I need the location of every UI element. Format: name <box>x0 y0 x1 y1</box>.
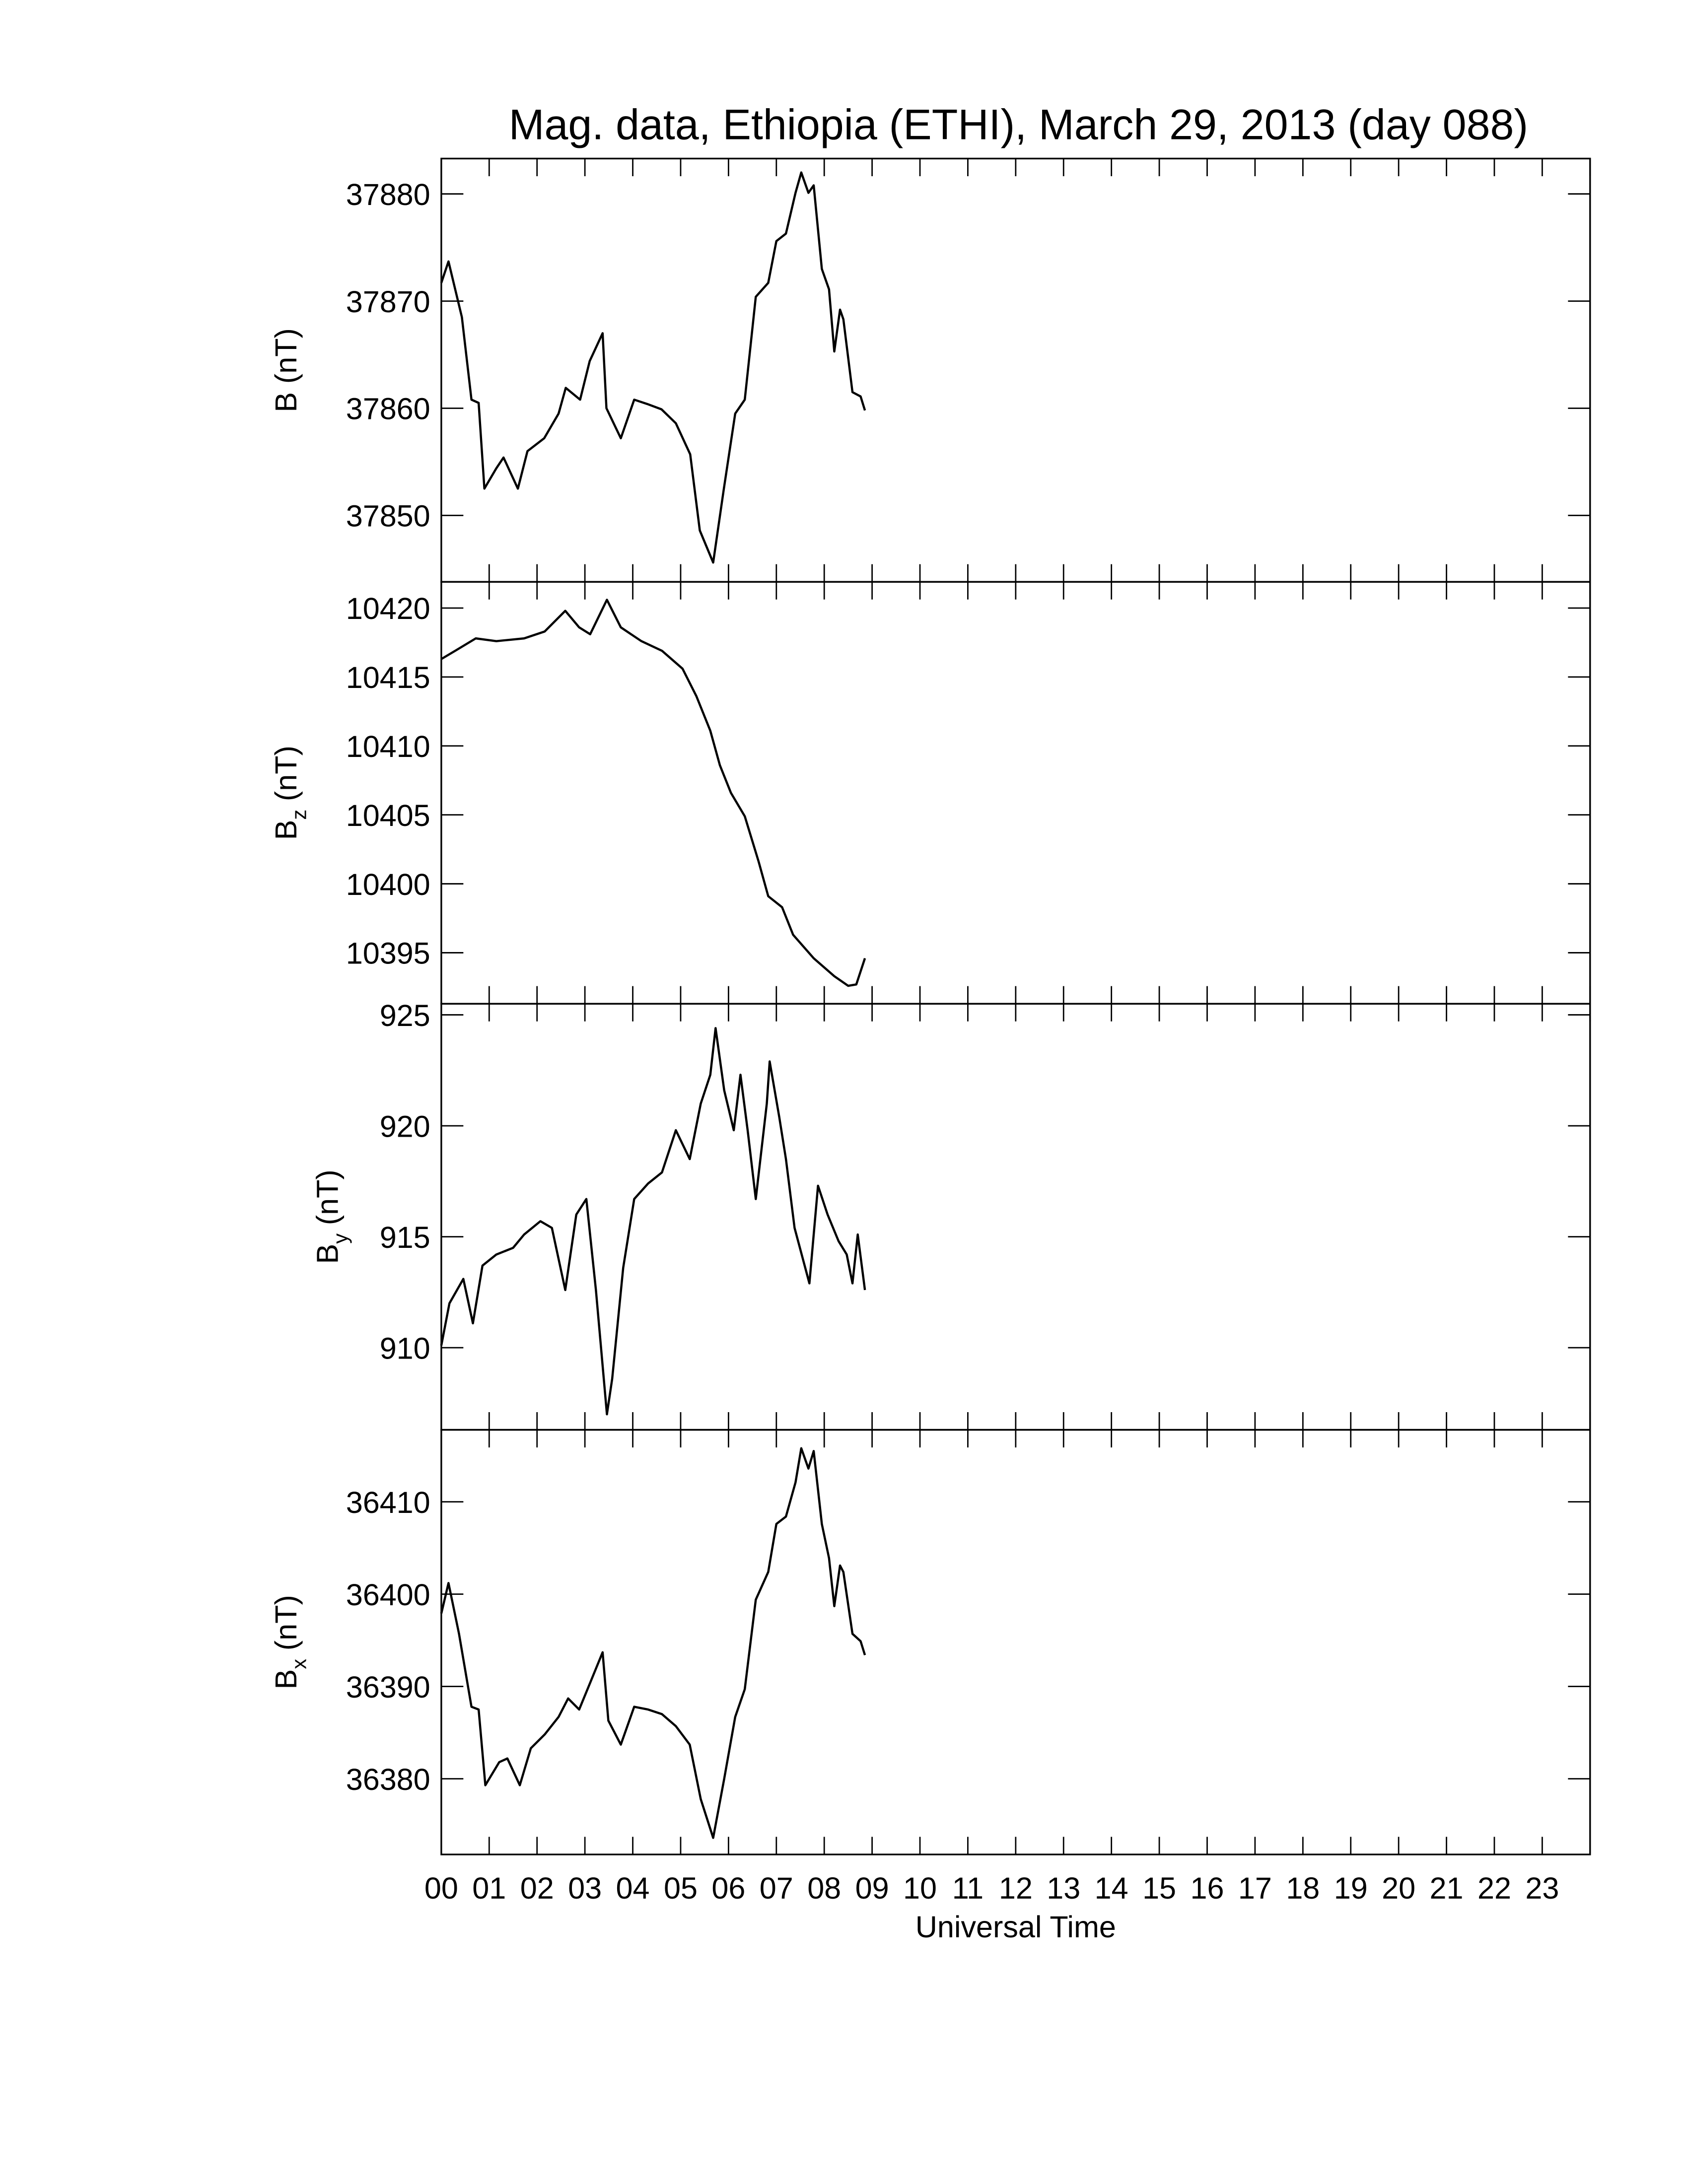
y-axis-label: B (nT) <box>269 328 303 412</box>
x-tick-label: 00 <box>424 1871 458 1905</box>
x-tick-label: 12 <box>999 1871 1033 1905</box>
y-axis-label: Bz (nT) <box>269 746 310 840</box>
x-tick-label: 18 <box>1286 1871 1320 1905</box>
y-tick-label: 36380 <box>346 1763 430 1796</box>
y-tick-label: 10395 <box>346 937 430 970</box>
x-tick-label: 08 <box>807 1871 841 1905</box>
y-axis-label-unit: (nT) <box>311 1169 345 1225</box>
y-axis-label-unit: (nT) <box>269 746 303 801</box>
y-tick-label: 910 <box>380 1331 430 1365</box>
y-axis-label-main: B <box>269 820 303 840</box>
data-line <box>440 1027 866 1416</box>
y-tick-label: 10400 <box>346 868 430 901</box>
x-tick-label: 21 <box>1430 1871 1464 1905</box>
x-tick-label: 02 <box>520 1871 554 1905</box>
chart-title: Mag. data, Ethiopia (ETHI), March 29, 20… <box>509 101 1528 149</box>
y-axis-label-sub: z <box>287 810 311 820</box>
x-tick-label: 05 <box>664 1871 698 1905</box>
y-axis-label: Bx (nT) <box>269 1595 310 1689</box>
y-axis-label: By (nT) <box>311 1169 352 1264</box>
x-tick-label: 07 <box>760 1871 793 1905</box>
plot-frame <box>440 157 1591 583</box>
x-tick-label: 14 <box>1095 1871 1128 1905</box>
y-tick-label: 925 <box>380 999 430 1032</box>
x-tick-label: 13 <box>1047 1871 1080 1905</box>
x-tick-label: 17 <box>1238 1871 1272 1905</box>
y-tick-label: 10410 <box>346 730 430 763</box>
y-axis-label-main: B <box>269 1669 303 1690</box>
y-tick-label: 10415 <box>346 661 430 694</box>
x-axis-label: Universal Time <box>915 1910 1116 1944</box>
y-tick-label: 37880 <box>346 178 430 211</box>
y-tick-label: 920 <box>380 1109 430 1143</box>
y-tick-label: 36410 <box>346 1486 430 1519</box>
y-axis-label-sub: x <box>287 1659 311 1669</box>
x-tick-label: 20 <box>1382 1871 1415 1905</box>
y-tick-label: 36400 <box>346 1578 430 1612</box>
x-tick-label: 23 <box>1525 1871 1559 1905</box>
y-tick-label: 37850 <box>346 499 430 533</box>
y-axis-label-main: B <box>311 1244 345 1264</box>
x-tick-label: 19 <box>1334 1871 1368 1905</box>
x-tick-label: 03 <box>568 1871 602 1905</box>
x-tick-label: 11 <box>952 1871 984 1905</box>
x-tick-label: 04 <box>616 1871 650 1905</box>
x-tick-label: 15 <box>1142 1871 1176 1905</box>
data-line <box>440 599 866 987</box>
y-axis-label-unit: (nT) <box>269 1595 303 1650</box>
plot-frame <box>440 1429 1591 1855</box>
plot-frame <box>440 581 1591 1005</box>
y-tick-label: 36390 <box>346 1670 430 1704</box>
y-tick-label: 10420 <box>346 592 430 625</box>
y-axis-label-sub: y <box>329 1233 352 1244</box>
x-tick-label: 10 <box>903 1871 937 1905</box>
data-line <box>440 1447 866 1839</box>
x-tick-label: 01 <box>472 1871 506 1905</box>
y-axis-label-main: B <box>269 392 303 412</box>
x-tick-label: 22 <box>1477 1871 1511 1905</box>
x-tick-label: 16 <box>1190 1871 1224 1905</box>
data-line <box>440 171 866 564</box>
x-tick-label: 09 <box>855 1871 889 1905</box>
y-tick-label: 37860 <box>346 392 430 426</box>
x-tick-label: 06 <box>711 1871 745 1905</box>
y-tick-label: 915 <box>380 1221 430 1254</box>
y-tick-label: 37870 <box>346 285 430 319</box>
y-axis-label-unit: (nT) <box>269 328 303 384</box>
y-tick-label: 10405 <box>346 799 430 832</box>
